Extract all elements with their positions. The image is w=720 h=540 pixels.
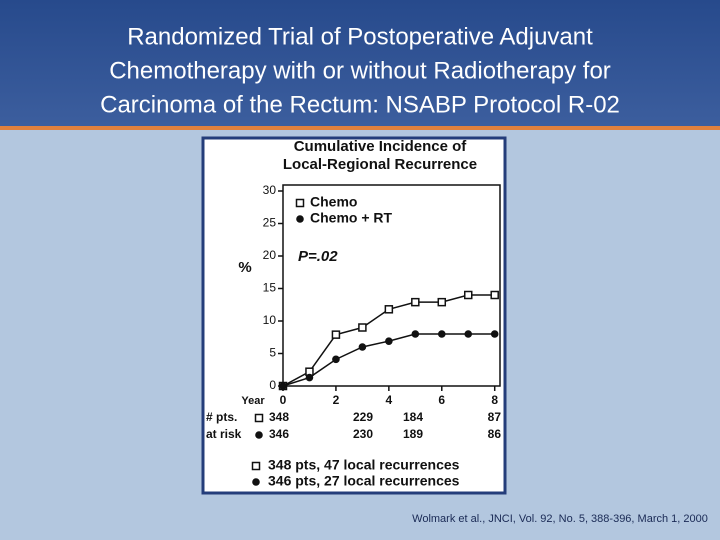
at-risk-label: at risk — [206, 427, 242, 441]
x-tick-label: 2 — [333, 393, 340, 407]
data-point — [279, 382, 287, 390]
data-point — [305, 373, 314, 382]
summary-label: 348 pts, 47 local recurrences — [268, 457, 460, 473]
at-risk-marker — [255, 431, 263, 439]
header-band — [0, 0, 720, 126]
at-risk-count: 86 — [488, 427, 502, 441]
header-rule — [0, 126, 720, 130]
plot-frame — [282, 184, 501, 387]
at-risk-count: 230 — [353, 427, 373, 441]
data-point — [463, 290, 473, 300]
summary-label: 346 pts, 27 local recurrences — [268, 473, 460, 489]
data-point — [411, 330, 420, 338]
slide-title: Chemotherapy with or without Radiotherap… — [109, 57, 611, 84]
data-point — [385, 337, 393, 345]
y-tick-label: 30 — [263, 183, 277, 197]
x-tick-label: 0 — [280, 393, 287, 407]
x-axis-label: Year — [241, 395, 265, 407]
data-point — [437, 330, 446, 338]
legend-label: Chemo + RT — [310, 210, 393, 226]
at-risk-count: 346 — [269, 427, 289, 441]
at-risk-count: 229 — [353, 410, 373, 424]
at-risk-marker — [254, 413, 264, 423]
data-point — [437, 297, 447, 307]
y-tick-label: 15 — [263, 281, 277, 295]
chart-panel — [201, 136, 507, 495]
data-point — [411, 297, 420, 307]
at-risk-count: 87 — [488, 410, 502, 424]
y-tick-label: 10 — [263, 313, 277, 327]
data-point — [331, 330, 341, 339]
y-axis-label: % — [238, 259, 251, 276]
data-point — [358, 343, 367, 351]
at-risk-label: # pts. — [206, 410, 237, 424]
legend-marker — [296, 215, 304, 223]
at-risk-count: 184 — [403, 410, 423, 424]
summary-marker — [251, 461, 261, 471]
x-tick-label: 6 — [438, 393, 445, 407]
slide-title: Randomized Trial of Postoperative Adjuva… — [127, 23, 593, 50]
data-point — [358, 323, 367, 332]
y-tick-label: 20 — [263, 248, 277, 262]
data-point — [490, 330, 499, 338]
data-point — [464, 330, 473, 338]
legend-marker — [295, 198, 305, 208]
at-risk-count: 189 — [403, 427, 423, 441]
y-tick-label: 25 — [263, 216, 277, 230]
legend-label: Chemo — [310, 194, 357, 210]
slide-title: Carcinoma of the Rectum: NSABP Protocol … — [100, 91, 620, 118]
data-point — [384, 305, 394, 314]
chart-title: Cumulative Incidence of — [294, 138, 468, 155]
at-risk-count: 348 — [269, 410, 289, 424]
data-point — [490, 290, 499, 300]
x-tick-label: 8 — [491, 393, 498, 407]
summary-marker — [252, 478, 260, 486]
chart-title: Local-Regional Recurrence — [283, 156, 477, 173]
citation: Wolmark et al., JNCI, Vol. 92, No. 5, 38… — [412, 513, 708, 525]
y-tick-label: 5 — [269, 346, 276, 360]
data-point — [332, 355, 340, 364]
y-tick-label: 0 — [269, 378, 276, 392]
x-tick-label: 4 — [386, 393, 393, 407]
annotation: P=.02 — [298, 248, 338, 265]
